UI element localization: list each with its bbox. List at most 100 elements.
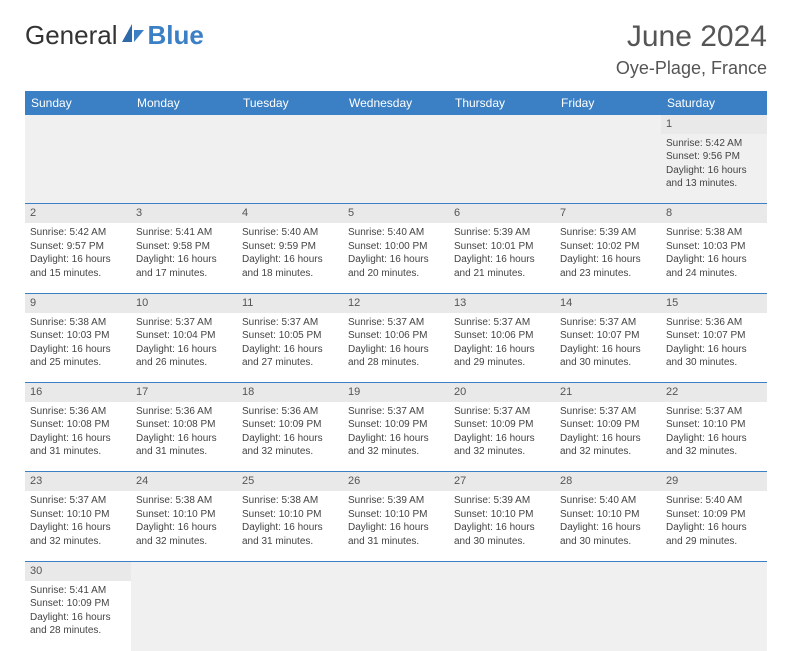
day-number-cell: 12 <box>343 293 449 312</box>
day-number-cell: 3 <box>131 204 237 223</box>
daylight-text: Daylight: 16 hours <box>348 521 444 535</box>
sunrise-text: Sunrise: 5:37 AM <box>454 316 550 330</box>
daylight-text: Daylight: 16 hours <box>560 253 656 267</box>
sunset-text: Sunset: 10:10 PM <box>666 418 762 432</box>
week-row: Sunrise: 5:37 AMSunset: 10:10 PMDaylight… <box>25 491 767 561</box>
day-cell <box>555 581 661 651</box>
daylight-text: and 30 minutes. <box>560 535 656 549</box>
day-cell: Sunrise: 5:41 AMSunset: 10:09 PMDaylight… <box>25 581 131 651</box>
weekday-header: Monday <box>131 91 237 115</box>
day-cell: Sunrise: 5:39 AMSunset: 10:10 PMDaylight… <box>343 491 449 561</box>
sunset-text: Sunset: 9:57 PM <box>30 240 126 254</box>
daylight-text: Daylight: 16 hours <box>136 343 232 357</box>
sunrise-text: Sunrise: 5:40 AM <box>348 226 444 240</box>
day-number-cell <box>449 561 555 580</box>
sunset-text: Sunset: 10:02 PM <box>560 240 656 254</box>
daylight-text: Daylight: 16 hours <box>136 253 232 267</box>
daynum-row: 23242526272829 <box>25 472 767 491</box>
sunrise-text: Sunrise: 5:42 AM <box>30 226 126 240</box>
day-number-cell: 8 <box>661 204 767 223</box>
daylight-text: and 27 minutes. <box>242 356 338 370</box>
day-cell: Sunrise: 5:39 AMSunset: 10:10 PMDaylight… <box>449 491 555 561</box>
day-number-cell: 14 <box>555 293 661 312</box>
daylight-text: and 21 minutes. <box>454 267 550 281</box>
sunset-text: Sunset: 9:56 PM <box>666 150 762 164</box>
day-number-cell <box>661 561 767 580</box>
sunset-text: Sunset: 10:09 PM <box>30 597 126 611</box>
sunrise-text: Sunrise: 5:36 AM <box>666 316 762 330</box>
day-number-cell: 15 <box>661 293 767 312</box>
daynum-row: 30 <box>25 561 767 580</box>
calendar-table: Sunday Monday Tuesday Wednesday Thursday… <box>25 91 767 651</box>
sunrise-text: Sunrise: 5:42 AM <box>666 137 762 151</box>
sunrise-text: Sunrise: 5:39 AM <box>560 226 656 240</box>
sunset-text: Sunset: 10:10 PM <box>242 508 338 522</box>
day-number-cell: 9 <box>25 293 131 312</box>
day-number-cell: 26 <box>343 472 449 491</box>
daylight-text: Daylight: 16 hours <box>666 432 762 446</box>
daylight-text: and 32 minutes. <box>560 445 656 459</box>
day-cell <box>343 134 449 204</box>
day-cell: Sunrise: 5:38 AMSunset: 10:03 PMDaylight… <box>25 313 131 383</box>
day-number-cell: 7 <box>555 204 661 223</box>
day-number-cell <box>343 115 449 134</box>
day-cell <box>661 581 767 651</box>
sunrise-text: Sunrise: 5:36 AM <box>242 405 338 419</box>
sunset-text: Sunset: 10:10 PM <box>348 508 444 522</box>
sunrise-text: Sunrise: 5:39 AM <box>348 494 444 508</box>
day-number-cell: 1 <box>661 115 767 134</box>
sunrise-text: Sunrise: 5:36 AM <box>136 405 232 419</box>
day-number-cell <box>555 561 661 580</box>
logo: General Blue <box>25 20 204 51</box>
sunrise-text: Sunrise: 5:41 AM <box>136 226 232 240</box>
day-cell: Sunrise: 5:42 AMSunset: 9:57 PMDaylight:… <box>25 223 131 293</box>
sunset-text: Sunset: 10:00 PM <box>348 240 444 254</box>
daylight-text: Daylight: 16 hours <box>30 521 126 535</box>
day-cell: Sunrise: 5:37 AMSunset: 10:10 PMDaylight… <box>25 491 131 561</box>
week-row: Sunrise: 5:38 AMSunset: 10:03 PMDaylight… <box>25 313 767 383</box>
week-row: Sunrise: 5:41 AMSunset: 10:09 PMDaylight… <box>25 581 767 651</box>
title-block: June 2024 Oye-Plage, France <box>616 20 767 79</box>
day-cell: Sunrise: 5:38 AMSunset: 10:10 PMDaylight… <box>131 491 237 561</box>
sunrise-text: Sunrise: 5:37 AM <box>666 405 762 419</box>
location: Oye-Plage, France <box>616 58 767 79</box>
daylight-text: and 17 minutes. <box>136 267 232 281</box>
week-row: Sunrise: 5:36 AMSunset: 10:08 PMDaylight… <box>25 402 767 472</box>
daylight-text: Daylight: 16 hours <box>666 521 762 535</box>
day-cell: Sunrise: 5:37 AMSunset: 10:06 PMDaylight… <box>449 313 555 383</box>
logo-text-1: General <box>25 20 118 51</box>
daylight-text: and 31 minutes. <box>136 445 232 459</box>
sunrise-text: Sunrise: 5:39 AM <box>454 226 550 240</box>
day-cell: Sunrise: 5:37 AMSunset: 10:05 PMDaylight… <box>237 313 343 383</box>
day-number-cell: 21 <box>555 383 661 402</box>
sunrise-text: Sunrise: 5:36 AM <box>30 405 126 419</box>
sunset-text: Sunset: 10:04 PM <box>136 329 232 343</box>
day-number-cell <box>25 115 131 134</box>
day-number-cell: 29 <box>661 472 767 491</box>
day-cell <box>449 134 555 204</box>
day-number-cell <box>237 115 343 134</box>
day-cell: Sunrise: 5:39 AMSunset: 10:02 PMDaylight… <box>555 223 661 293</box>
day-number-cell: 13 <box>449 293 555 312</box>
daylight-text: Daylight: 16 hours <box>30 253 126 267</box>
daylight-text: Daylight: 16 hours <box>136 432 232 446</box>
daylight-text: Daylight: 16 hours <box>30 611 126 625</box>
day-number-cell <box>237 561 343 580</box>
sunset-text: Sunset: 10:03 PM <box>666 240 762 254</box>
sunset-text: Sunset: 10:06 PM <box>454 329 550 343</box>
weekday-header: Friday <box>555 91 661 115</box>
daynum-row: 2345678 <box>25 204 767 223</box>
day-number-cell <box>343 561 449 580</box>
day-cell: Sunrise: 5:36 AMSunset: 10:08 PMDaylight… <box>131 402 237 472</box>
day-number-cell: 4 <box>237 204 343 223</box>
sunrise-text: Sunrise: 5:40 AM <box>560 494 656 508</box>
day-cell: Sunrise: 5:37 AMSunset: 10:07 PMDaylight… <box>555 313 661 383</box>
week-row: Sunrise: 5:42 AMSunset: 9:57 PMDaylight:… <box>25 223 767 293</box>
day-cell <box>237 134 343 204</box>
daylight-text: and 32 minutes. <box>242 445 338 459</box>
day-cell: Sunrise: 5:37 AMSunset: 10:09 PMDaylight… <box>343 402 449 472</box>
day-number-cell: 24 <box>131 472 237 491</box>
sunset-text: Sunset: 10:09 PM <box>242 418 338 432</box>
daylight-text: Daylight: 16 hours <box>560 521 656 535</box>
sunrise-text: Sunrise: 5:40 AM <box>666 494 762 508</box>
